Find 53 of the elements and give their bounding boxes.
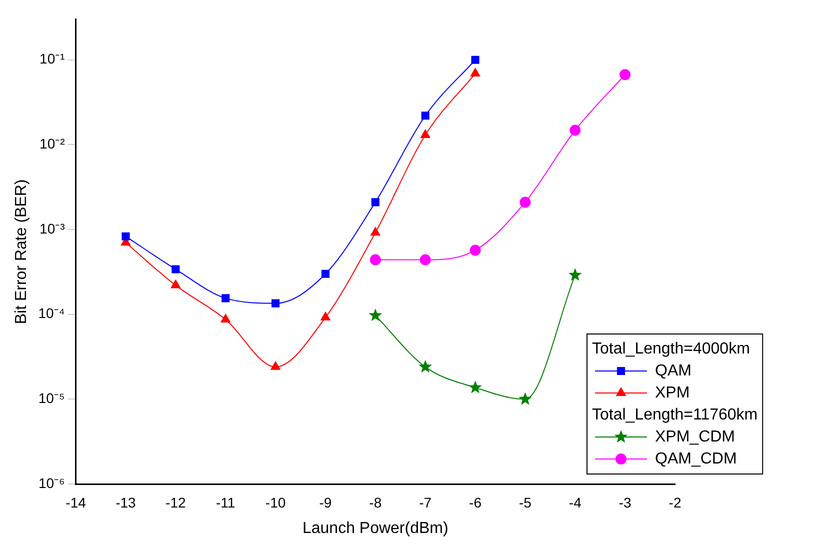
x-tick-label: -11 [216,494,236,510]
y-tick-label: 10⁻² [40,136,66,152]
point [418,360,432,373]
point [320,312,330,320]
point [470,68,480,77]
x-tick-label: -2 [668,494,682,510]
point [172,265,180,274]
legend-label: QAM_CDM [655,450,737,468]
x-tick-label: -12 [166,494,186,510]
point [270,361,280,370]
y-tick-label: 10⁻⁵ [38,390,65,406]
point [368,308,382,322]
legend-label: XPM_CDM [655,428,736,446]
point [370,227,380,236]
point [271,299,280,308]
y-axis-title: Bit Error Rate (BER) [13,179,30,324]
point [470,244,481,256]
point [321,270,330,278]
point [420,130,430,138]
point [371,198,380,206]
x-tick-label: -13 [116,494,136,510]
legend-label: QAM [655,362,692,380]
x-tick-label: -7 [419,494,432,510]
point [222,294,230,302]
x-tick-label: -5 [518,494,532,510]
y-tick-label: 10⁻³ [40,220,66,236]
x-tick-label: -8 [369,494,382,510]
point [620,69,631,80]
legend-title: Total_Length=4000km [592,340,750,358]
x-tick-label: -10 [265,494,286,510]
x-tick-label: -6 [469,494,482,510]
x-tick-label: -9 [319,494,332,510]
point [568,268,582,281]
point [170,280,180,288]
y-tick-label: 10⁻⁶ [38,474,65,491]
point [220,314,230,322]
x-axis-title: Launch Power(dBm) [302,520,448,537]
point [520,196,531,208]
annotation: Total_Length=11760km [592,406,758,424]
point [370,254,381,266]
y-tick-label: 10⁻⁴ [38,305,65,322]
point [421,112,430,120]
point [518,392,532,405]
y-tick-label: 10⁻¹ [40,50,66,67]
point [471,56,480,64]
legend-label: XPM [655,384,690,402]
point [570,124,581,136]
point [468,380,482,394]
x-tick-label: -4 [568,494,582,510]
x-tick-label: -3 [618,494,632,510]
point [420,254,431,266]
x-tick-label: -14 [66,494,86,510]
point [122,232,130,240]
